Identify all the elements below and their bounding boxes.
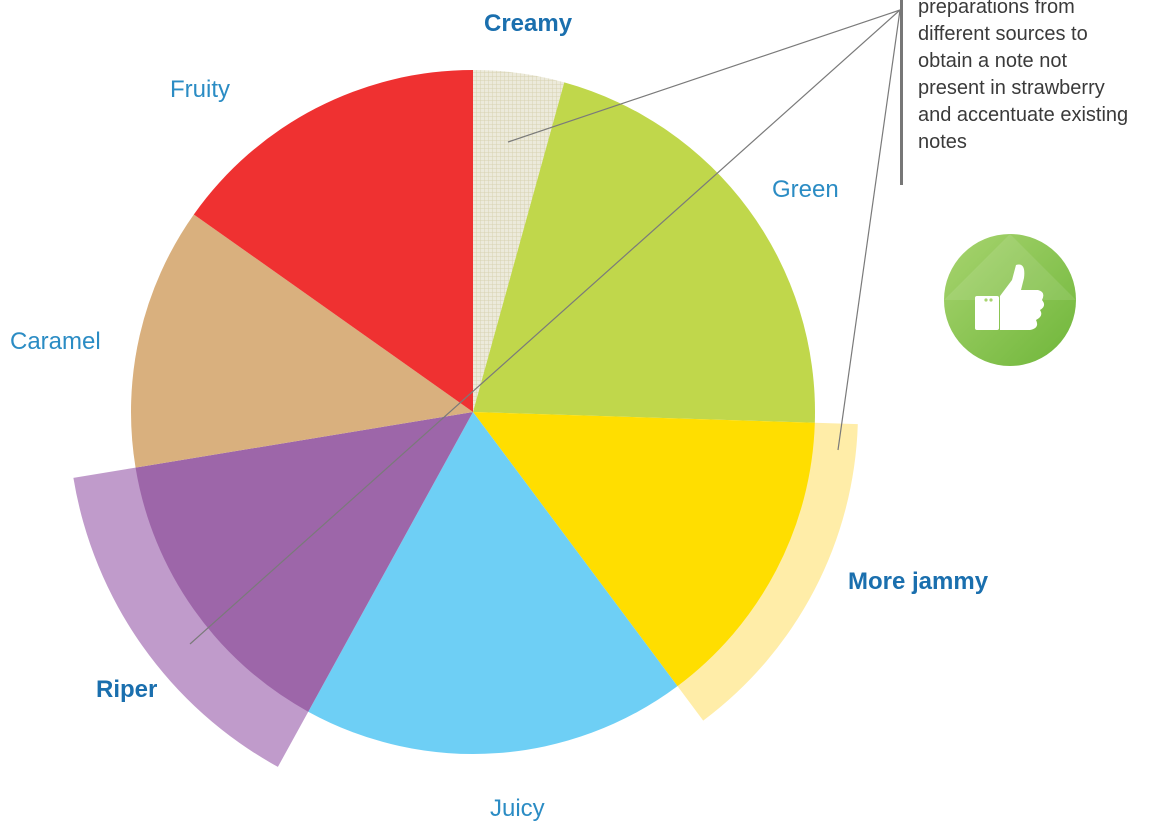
slice-green: [473, 82, 815, 423]
leader-line-riper: [189, 9, 901, 645]
slice-juicy: [308, 412, 678, 755]
slice-label-fruity: Fruity: [170, 76, 230, 103]
slice-fruity: [193, 70, 473, 412]
slice-label-creamy: Creamy: [484, 10, 573, 37]
slice-caramel: [131, 214, 473, 468]
slice-label-caramel: Caramel: [10, 328, 101, 355]
slice-extension-riper: [73, 466, 311, 767]
thumbs-up-badge: [944, 234, 1076, 366]
leader-line-more-jammy: [837, 9, 901, 451]
slice-riper: [135, 412, 473, 712]
annotation-text: preparations from different sources to o…: [918, 0, 1129, 153]
slice-label-green: Green: [772, 176, 839, 203]
slice-creamy: [473, 70, 565, 412]
annotation-bar: [900, 0, 903, 185]
thumbs-up-icon: [975, 264, 1045, 330]
leader-line-creamy: [507, 9, 901, 143]
slice-label-juicy: Juicy: [490, 795, 545, 822]
slice-label-more-jammy: More jammy: [848, 568, 989, 595]
slice-more-jammy: [473, 412, 815, 687]
slice-label-riper: Riper: [96, 676, 158, 703]
